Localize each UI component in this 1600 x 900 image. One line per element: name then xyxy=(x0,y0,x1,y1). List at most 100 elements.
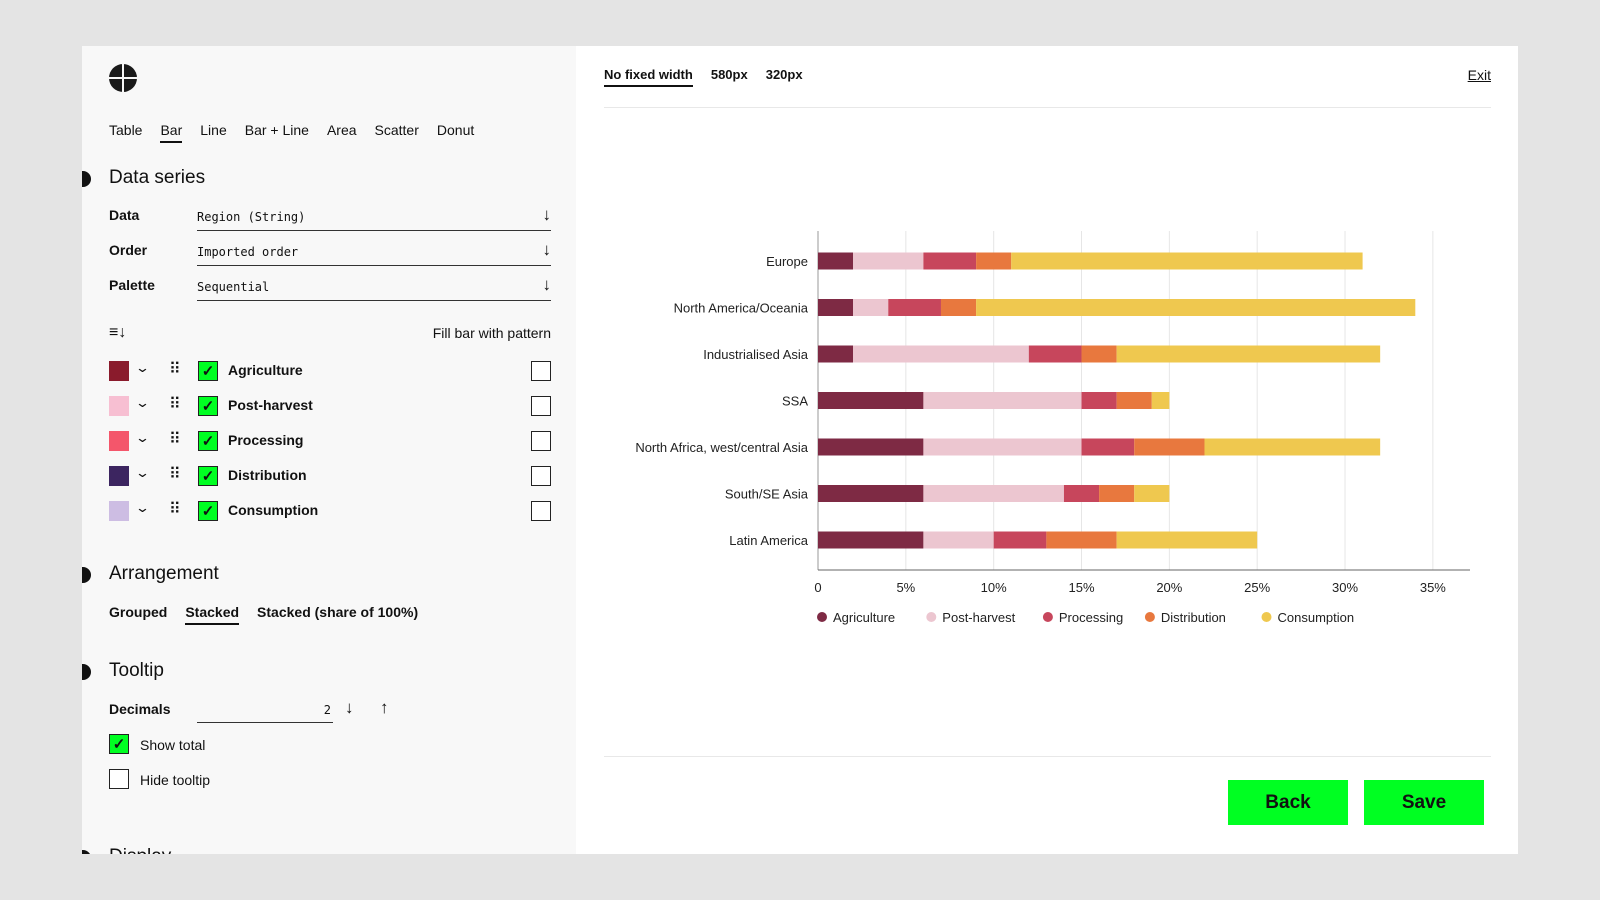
color-swatch[interactable] xyxy=(109,466,129,486)
series-row: ⌄ ⠿ ✓ Agriculture xyxy=(109,359,551,383)
increment-arrow-icon[interactable]: ↑ xyxy=(380,698,389,717)
category-label: Latin America xyxy=(729,533,809,548)
data-select[interactable]: Region (String) ↓ xyxy=(197,203,551,231)
arrangement-title: Arrangement xyxy=(109,563,219,584)
tab-bar-line[interactable]: Bar + Line xyxy=(244,122,309,138)
data-label: Data xyxy=(109,207,140,223)
pattern-checkbox[interactable] xyxy=(531,396,551,416)
show-total-label: Show total xyxy=(140,737,206,753)
arrow-down-icon: ↓ xyxy=(542,205,552,224)
x-tick-label: 0 xyxy=(814,580,821,595)
chevron-down-icon[interactable]: ⌄ xyxy=(134,500,151,515)
arrangement-grouped[interactable]: Grouped xyxy=(109,604,168,620)
color-swatch[interactable] xyxy=(109,361,129,381)
pattern-checkbox[interactable] xyxy=(531,431,551,451)
tab-scatter[interactable]: Scatter xyxy=(374,122,419,138)
drag-handle-icon[interactable]: ⠿ xyxy=(169,361,181,378)
drag-handle-icon[interactable]: ⠿ xyxy=(169,501,181,518)
x-tick-label: 35% xyxy=(1420,580,1446,595)
series-name: Consumption xyxy=(228,502,319,518)
section-bullet-icon xyxy=(82,850,91,854)
category-label: Europe xyxy=(766,254,808,269)
legend-label: Consumption xyxy=(1278,610,1355,625)
category-label: South/SE Asia xyxy=(725,487,809,502)
category-label: Industrialised Asia xyxy=(703,347,809,362)
width-320[interactable]: 320px xyxy=(765,67,803,82)
chevron-down-icon[interactable]: ⌄ xyxy=(134,395,151,410)
bar-segment xyxy=(1116,392,1152,409)
category-label: North Africa, west/central Asia xyxy=(635,440,808,455)
bar-segment xyxy=(923,438,1082,456)
bar-segment xyxy=(1046,531,1117,549)
hide-tooltip-checkbox[interactable] xyxy=(109,769,129,789)
show-total-checkbox[interactable]: ✓ xyxy=(109,734,129,754)
drag-handle-icon[interactable]: ⠿ xyxy=(169,466,181,483)
pattern-checkbox[interactable] xyxy=(531,501,551,521)
bar-segment xyxy=(1063,485,1100,502)
bar-segment xyxy=(976,252,1012,270)
hide-tooltip-row: Hide tooltip xyxy=(109,769,409,791)
chevron-down-icon[interactable]: ⌄ xyxy=(134,430,151,445)
width-no-fixed[interactable]: No fixed width xyxy=(604,67,693,87)
decimals-input[interactable]: 2 xyxy=(197,698,333,723)
tab-area[interactable]: Area xyxy=(326,122,357,138)
series-checkbox[interactable]: ✓ xyxy=(198,396,218,416)
color-swatch[interactable] xyxy=(109,431,129,451)
exit-link[interactable]: Exit xyxy=(1467,67,1491,83)
decrement-arrow-icon[interactable]: ↓ xyxy=(345,698,354,717)
palette-select[interactable]: Sequential ↓ xyxy=(197,273,551,301)
bar-segment xyxy=(818,485,924,502)
pattern-checkbox[interactable] xyxy=(531,361,551,381)
color-swatch[interactable] xyxy=(109,501,129,521)
color-swatch[interactable] xyxy=(109,396,129,416)
section-bullet-icon xyxy=(82,567,91,583)
drag-handle-icon[interactable]: ⠿ xyxy=(169,431,181,448)
width-options: No fixed width 580px 320px xyxy=(604,67,803,87)
editor-panel: Table Bar Line Bar + Line Area Scatter D… xyxy=(82,46,576,854)
series-row: ⌄ ⠿ ✓ Distribution xyxy=(109,464,551,488)
series-checkbox[interactable]: ✓ xyxy=(198,361,218,381)
palette-select-row: Palette Sequential ↓ xyxy=(109,273,551,301)
bar-segment xyxy=(818,531,924,549)
order-select[interactable]: Imported order ↓ xyxy=(197,238,551,266)
tab-line[interactable]: Line xyxy=(200,122,227,138)
bar-chart: 0 5% 10% 15% 20% 25% 30% 35% Europe North America… xyxy=(635,231,1470,625)
series-name: Post-harvest xyxy=(228,397,313,413)
x-tick-label: 10% xyxy=(981,580,1007,595)
bar-segment xyxy=(1134,438,1205,456)
bar-segment xyxy=(923,392,1082,409)
x-tick-label: 5% xyxy=(896,580,915,595)
display-title: Display xyxy=(109,846,171,854)
bar-segment xyxy=(818,252,854,270)
divider xyxy=(604,756,1491,757)
arrow-down-icon: ↓ xyxy=(542,240,552,259)
width-580[interactable]: 580px xyxy=(710,67,748,82)
legend-marker xyxy=(1144,612,1155,622)
section-bullet-icon xyxy=(82,664,91,680)
chevron-down-icon[interactable]: ⌄ xyxy=(134,465,151,480)
tab-bar[interactable]: Bar xyxy=(160,122,183,143)
chevron-down-icon[interactable]: ⌄ xyxy=(134,360,151,375)
series-checkbox[interactable]: ✓ xyxy=(198,501,218,521)
bar-segment xyxy=(923,531,994,549)
tab-table[interactable]: Table xyxy=(109,122,143,138)
x-tick-label: 25% xyxy=(1244,580,1270,595)
drag-handle-icon[interactable]: ⠿ xyxy=(169,396,181,413)
arrangement-stacked-share[interactable]: Stacked (share of 100%) xyxy=(257,604,419,620)
tab-donut[interactable]: Donut xyxy=(436,122,475,138)
bar-segment xyxy=(1081,392,1117,409)
series-name: Processing xyxy=(228,432,304,448)
bar-segment xyxy=(818,438,924,456)
bar-segment xyxy=(888,299,941,316)
arrangement-stacked[interactable]: Stacked xyxy=(185,604,240,625)
pattern-checkbox[interactable] xyxy=(531,466,551,486)
save-button[interactable]: Save xyxy=(1364,780,1484,825)
decimals-value: 2 xyxy=(323,703,331,717)
category-label: North America/Oceania xyxy=(674,301,809,316)
series-checkbox[interactable]: ✓ xyxy=(198,431,218,451)
back-button[interactable]: Back xyxy=(1228,780,1348,825)
sort-icon[interactable]: ≡↓ xyxy=(109,324,127,341)
x-tick-label: 15% xyxy=(1068,580,1094,595)
x-tick-label: 20% xyxy=(1156,580,1182,595)
series-checkbox[interactable]: ✓ xyxy=(198,466,218,486)
